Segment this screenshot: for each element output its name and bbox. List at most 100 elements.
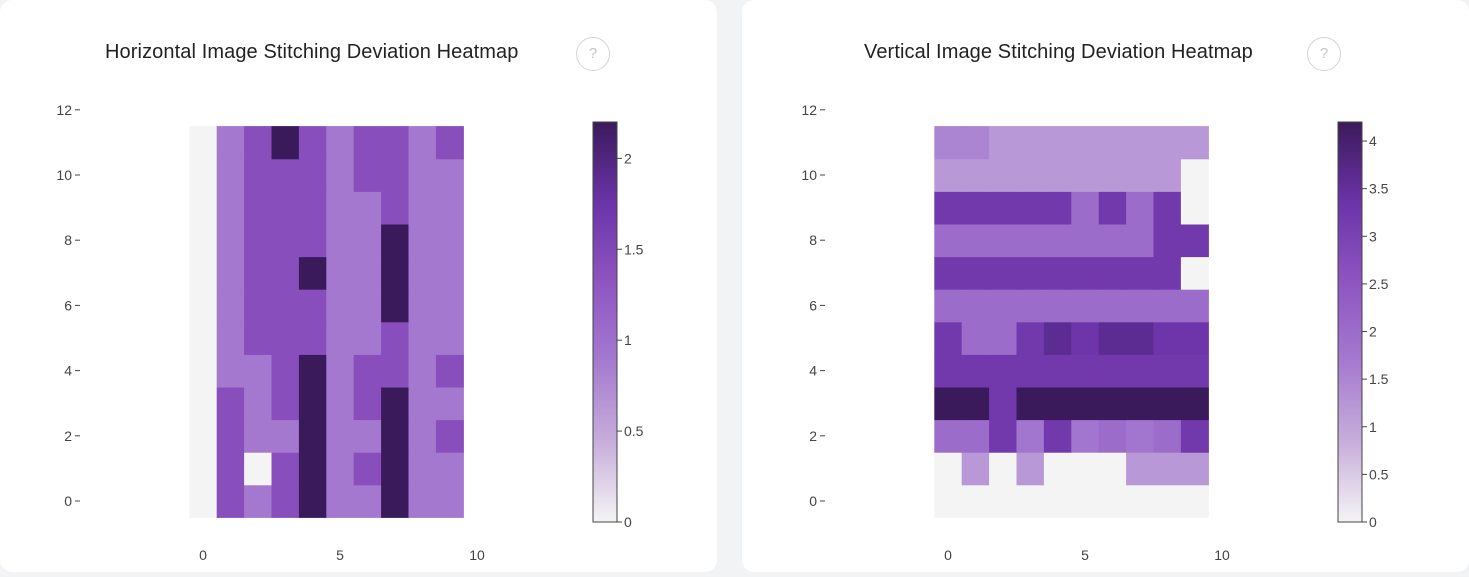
help-icon[interactable]: ? <box>576 37 610 71</box>
heatmap-cell <box>216 289 245 323</box>
heatmap-cell <box>989 223 1018 258</box>
heatmap-cell <box>298 452 327 486</box>
heatmap-cell <box>244 223 273 258</box>
heatmap-cell <box>1043 452 1072 486</box>
heatmap-cell <box>216 126 245 160</box>
heatmap-cell <box>271 289 300 323</box>
colorbar <box>1337 121 1363 523</box>
heatmap-cell <box>189 126 218 160</box>
heatmap-cell <box>961 354 990 388</box>
colorbar-tick-label: 3.5 <box>1369 181 1389 197</box>
heatmap-cell <box>353 484 382 518</box>
heatmap-cell <box>326 126 355 160</box>
colorbar-tick-label: 1 <box>624 332 632 348</box>
heatmap-cell <box>1043 158 1072 192</box>
heatmap-cell <box>989 419 1018 453</box>
heatmap-cell <box>961 289 990 323</box>
heatmap-cell <box>435 354 464 388</box>
heatmap-cell <box>189 223 218 258</box>
heatmap-cell <box>961 256 990 290</box>
heatmap-cell <box>326 223 355 258</box>
heatmap-cell <box>381 223 410 258</box>
heatmap-cell <box>189 419 218 453</box>
heatmap-cell <box>298 256 327 290</box>
heatmap-cell <box>1098 484 1127 518</box>
heatmap-0: 0 2 4 6 8 10 12 0 5 10 0 0.5 1 1.5 2 <box>56 102 643 563</box>
heatmap-cell <box>1071 386 1100 421</box>
heatmap-cell <box>1016 289 1045 323</box>
heatmap-cell <box>1043 386 1072 421</box>
heatmap-cell <box>1153 256 1182 290</box>
colorbar-tick-label: 1.5 <box>624 241 644 257</box>
heatmap-cell <box>961 452 990 486</box>
heatmap-cell <box>298 289 327 323</box>
heatmap-cell <box>244 158 273 192</box>
heatmap-cell <box>189 158 218 192</box>
heatmap-cell <box>216 484 245 518</box>
heatmap-cell <box>1016 158 1045 192</box>
heatmap-cell <box>1153 354 1182 388</box>
heatmap-cell <box>326 452 355 486</box>
heatmap-cell <box>1016 126 1045 160</box>
heatmap-cell <box>1016 419 1045 453</box>
heatmap-cell <box>381 158 410 192</box>
x-tick-label: 10 <box>1214 547 1230 563</box>
heatmap-cell <box>381 191 410 225</box>
heatmap-cell <box>1180 223 1209 258</box>
heatmap-cell <box>989 158 1018 192</box>
heatmap-cell <box>934 386 963 421</box>
heatmap-cell <box>244 386 273 421</box>
heatmap-cell <box>353 386 382 421</box>
heatmap-cell <box>435 484 464 518</box>
heatmap-cell <box>298 158 327 192</box>
help-icon[interactable]: ? <box>1307 37 1341 71</box>
heatmap-cell <box>1153 289 1182 323</box>
heatmap-cell <box>961 484 990 518</box>
heatmap-cell <box>353 419 382 453</box>
heatmap-cell <box>989 452 1018 486</box>
heatmap-cell <box>961 191 990 225</box>
heatmap-cell <box>1071 158 1100 192</box>
heatmap-cell <box>1071 452 1100 486</box>
heatmap-cell <box>298 191 327 225</box>
heatmap-cell <box>1098 126 1127 160</box>
heatmap-cell <box>271 419 300 453</box>
heatmap-cell <box>435 321 464 355</box>
heatmap-cell <box>1016 386 1045 421</box>
heatmap-cell <box>989 289 1018 323</box>
heatmap-cell <box>1153 321 1182 355</box>
heatmap-cell <box>381 256 410 290</box>
heatmap-cell <box>961 126 990 160</box>
chart-title: Vertical Image Stitching Deviation Heatm… <box>864 41 1253 63</box>
heatmap-cell <box>435 223 464 258</box>
heatmap-cell <box>435 386 464 421</box>
heatmap-cell <box>189 354 218 388</box>
heatmap-cell <box>353 289 382 323</box>
y-tick-label: 12 <box>801 102 817 118</box>
y-tick-label: 0 <box>809 493 817 509</box>
chart-title: Horizontal Image Stitching Deviation Hea… <box>105 41 519 63</box>
heatmap-cell <box>353 452 382 486</box>
heatmap-cell <box>1043 191 1072 225</box>
heatmap-cell <box>934 354 963 388</box>
heatmap-cell <box>1098 256 1127 290</box>
heatmap-cell <box>961 158 990 192</box>
heatmap-cell <box>435 289 464 323</box>
heatmap-cell <box>271 158 300 192</box>
heatmap-cell <box>189 386 218 421</box>
heatmap-cell <box>216 419 245 453</box>
y-tick-label: 12 <box>56 102 72 118</box>
heatmap-cell <box>216 386 245 421</box>
heatmap-cell <box>1126 126 1155 160</box>
heatmap-cell <box>1016 484 1045 518</box>
heatmap-cell <box>353 321 382 355</box>
heatmap-cell <box>298 419 327 453</box>
heatmap-cell <box>1180 419 1209 453</box>
heatmap-cell <box>326 484 355 518</box>
heatmap-cell <box>1098 158 1127 192</box>
heatmap-cell <box>271 321 300 355</box>
heatmap-cell <box>408 354 437 388</box>
heatmap-cell <box>244 419 273 453</box>
heatmap-cell <box>326 354 355 388</box>
